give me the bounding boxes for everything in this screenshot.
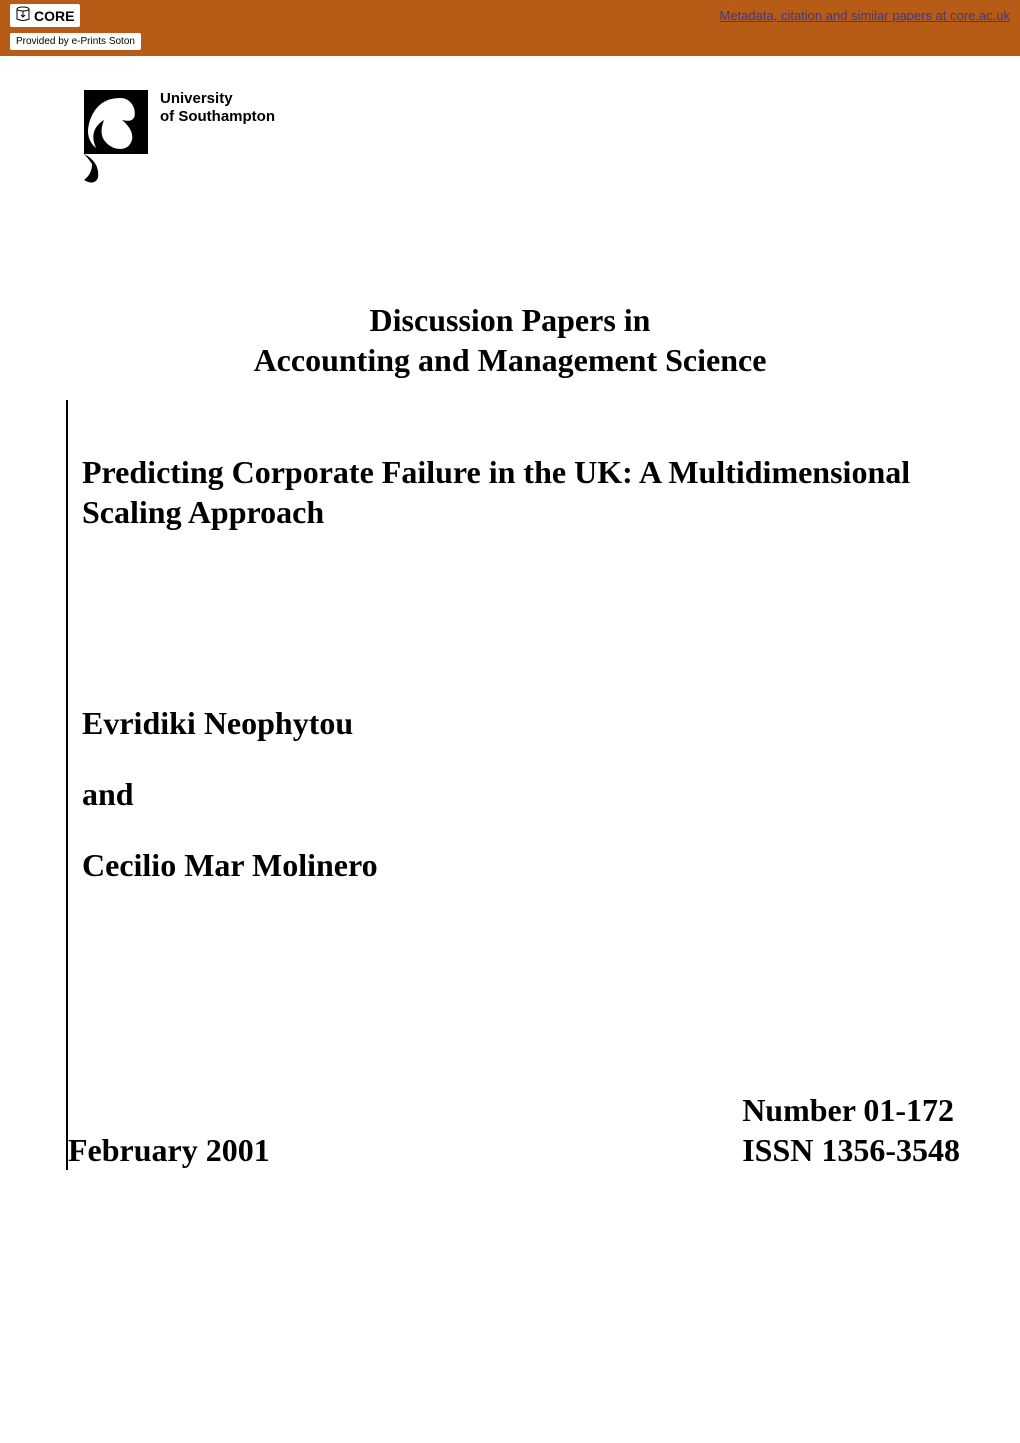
dolphin-logo-icon (70, 90, 148, 190)
core-logo-icon (16, 6, 30, 25)
core-banner: CORE Metadata, citation and similar pape… (0, 0, 1020, 31)
paper-issn: ISSN 1356-3548 (742, 1130, 960, 1170)
content-block: Predicting Corporate Failure in the UK: … (66, 400, 960, 1170)
paper-date: February 2001 (68, 1130, 270, 1170)
authors-block: Evridiki Neophytou and Cecilio Mar Molin… (82, 702, 960, 888)
provided-by-pill: Provided by e-Prints Soton (10, 33, 141, 50)
paper-footer: February 2001 Number 01-172 ISSN 1356-35… (68, 1090, 960, 1170)
core-brand[interactable]: CORE (10, 4, 80, 27)
provided-bar: Provided by e-Prints Soton (0, 31, 1020, 56)
author-2: Cecilio Mar Molinero (82, 844, 960, 887)
series-line2: Accounting and Management Science (0, 340, 1020, 380)
university-name: University of Southampton (160, 90, 275, 126)
paper-title: Predicting Corporate Failure in the UK: … (82, 452, 960, 532)
metadata-link[interactable]: Metadata, citation and similar papers at… (720, 8, 1010, 23)
author-1: Evridiki Neophytou (82, 702, 960, 745)
paper-number: Number 01-172 (742, 1090, 960, 1130)
author-and: and (82, 773, 960, 816)
series-line1: Discussion Papers in (0, 300, 1020, 340)
uni-name-line2: of Southampton (160, 108, 275, 126)
series-title: Discussion Papers in Accounting and Mana… (0, 300, 1020, 380)
university-logo-block: University of Southampton (70, 90, 275, 190)
core-brand-label: CORE (34, 8, 74, 24)
uni-name-line1: University (160, 90, 275, 108)
